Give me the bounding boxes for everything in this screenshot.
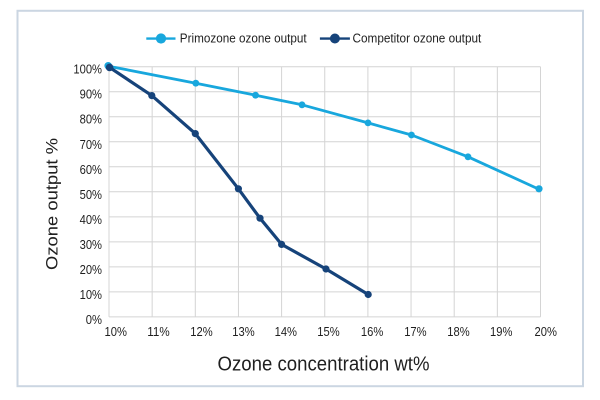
svg-text:90%: 90% — [80, 87, 103, 102]
svg-text:16%: 16% — [361, 324, 384, 339]
svg-text:Ozone output %: Ozone output % — [42, 138, 61, 270]
svg-text:0%: 0% — [86, 312, 103, 327]
svg-text:80%: 80% — [80, 112, 103, 127]
svg-text:Ozone concentration wt%: Ozone concentration wt% — [218, 354, 430, 376]
svg-text:100%: 100% — [73, 62, 102, 77]
svg-text:30%: 30% — [80, 237, 103, 252]
svg-text:13%: 13% — [232, 324, 255, 339]
svg-text:10%: 10% — [105, 324, 128, 339]
svg-text:50%: 50% — [80, 187, 103, 202]
svg-text:18%: 18% — [447, 324, 470, 339]
svg-text:70%: 70% — [80, 137, 103, 152]
svg-text:12%: 12% — [190, 324, 213, 339]
svg-text:19%: 19% — [490, 324, 513, 339]
svg-text:40%: 40% — [80, 212, 103, 227]
svg-text:10%: 10% — [80, 287, 103, 302]
svg-text:17%: 17% — [404, 324, 427, 339]
svg-text:15%: 15% — [317, 324, 340, 339]
svg-text:20%: 20% — [535, 324, 558, 339]
svg-text:20%: 20% — [80, 262, 103, 277]
svg-text:11%: 11% — [147, 324, 170, 339]
svg-text:60%: 60% — [80, 162, 103, 177]
svg-text:Competitor ozone output: Competitor ozone output — [353, 31, 482, 46]
svg-text:Primozone ozone output: Primozone ozone output — [180, 31, 307, 46]
svg-text:14%: 14% — [275, 324, 298, 339]
